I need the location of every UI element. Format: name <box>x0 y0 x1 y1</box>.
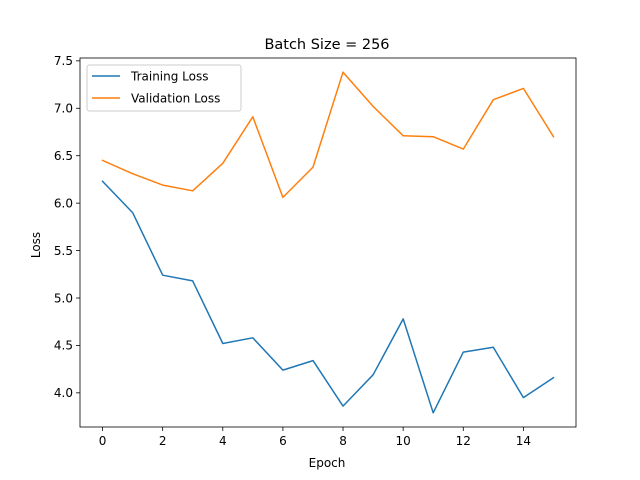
legend-label: Validation Loss <box>131 91 220 105</box>
chart-title: Batch Size = 256 <box>264 37 389 53</box>
y-tick-label: 4.0 <box>54 386 73 400</box>
x-tick-label: 2 <box>159 434 167 448</box>
y-tick-label: 5.5 <box>54 244 73 258</box>
x-axis-label: Epoch <box>309 456 346 470</box>
y-tick-label: 7.5 <box>54 54 73 68</box>
series-line-validation-loss <box>101 71 555 199</box>
legend-label: Training Loss <box>130 69 208 83</box>
x-tick-label: 12 <box>456 434 471 448</box>
x-tick-label: 6 <box>279 434 287 448</box>
x-tick-label: 0 <box>99 434 107 448</box>
x-tick-label: 4 <box>219 434 227 448</box>
y-axis-label: Loss <box>29 232 43 258</box>
y-tick-label: 4.5 <box>54 339 73 353</box>
y-tick-label: 6.0 <box>54 196 73 210</box>
x-tick-label: 8 <box>339 434 347 448</box>
legend-box <box>86 64 242 112</box>
plot-frame <box>79 57 577 428</box>
y-tick-label: 6.5 <box>54 149 73 163</box>
x-tick-label: 14 <box>516 434 531 448</box>
y-tick-label: 7.0 <box>54 102 73 116</box>
series-line-training-loss <box>101 180 555 414</box>
series-layer <box>101 71 555 414</box>
x-tick-label: 10 <box>396 434 411 448</box>
axes-layer: 0 2 4 6 8 10 12 14 4.0 4.5 5.0 5.5 6.0 6.5 7.0 7.5 <box>54 54 577 448</box>
y-tick-label: 5.0 <box>54 291 73 305</box>
legend: Training Loss Validation Loss <box>86 64 242 112</box>
